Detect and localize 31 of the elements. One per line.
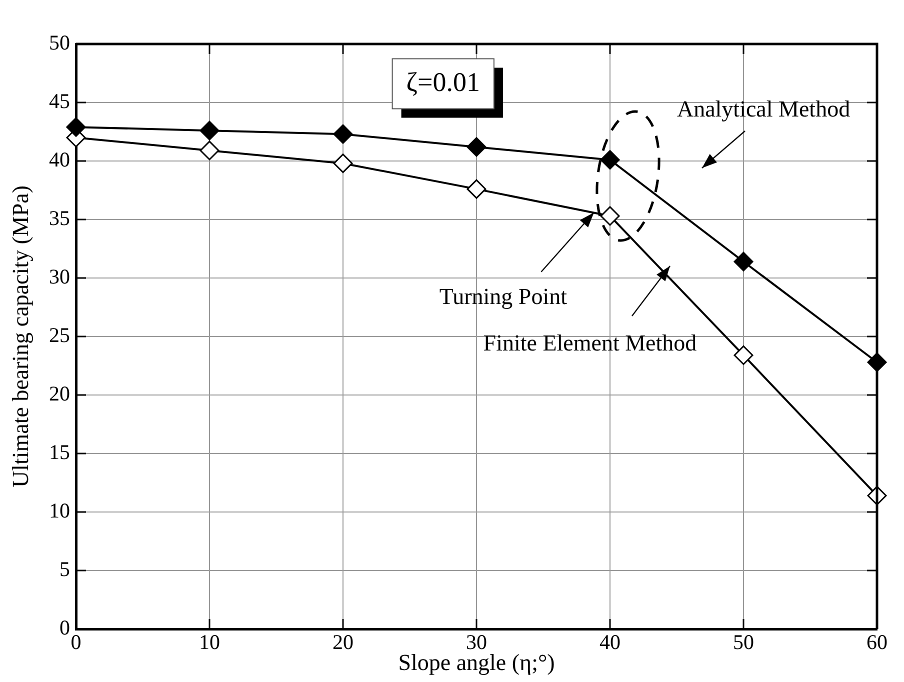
x-tick-label: 10 <box>199 630 220 654</box>
x-tick-label: 40 <box>600 630 620 654</box>
x-tick-label: 50 <box>733 630 754 654</box>
y-tick-label: 5 <box>60 557 70 582</box>
y-tick-label: 25 <box>49 323 70 348</box>
annotation: Finite Element Method <box>483 330 698 356</box>
y-axis-title: Ultimate bearing capacity (MPa) <box>8 185 33 488</box>
y-tick-label: 20 <box>49 382 70 406</box>
y-tick-label: 30 <box>49 264 70 289</box>
y-tick-label: 40 <box>49 148 70 172</box>
point <box>333 154 353 174</box>
y-tick-label: 15 <box>49 440 70 464</box>
point <box>466 179 486 199</box>
point <box>200 120 220 140</box>
annotation: Analytical Method <box>676 96 851 122</box>
point <box>600 150 620 170</box>
y-tick-label: 50 <box>49 30 70 55</box>
point <box>734 345 754 365</box>
y-tick-label: 10 <box>49 498 70 523</box>
point <box>600 206 620 226</box>
point <box>66 117 86 137</box>
x-tick-label: 60 <box>866 630 888 654</box>
x-tick-label: 20 <box>332 630 354 654</box>
annotation: Turning Point <box>439 284 568 309</box>
y-tick-label: 45 <box>49 89 70 114</box>
y-tick-label: 35 <box>49 206 70 230</box>
point <box>734 252 754 272</box>
point <box>466 137 486 157</box>
point <box>200 140 220 160</box>
annotation: ζ=0.01 <box>406 66 480 97</box>
point <box>333 124 353 144</box>
